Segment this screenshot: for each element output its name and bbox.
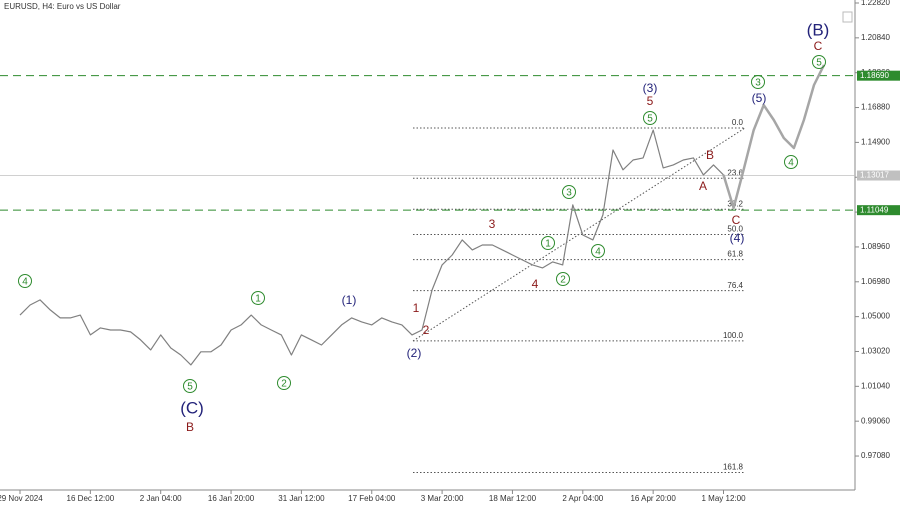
y-tick-label: 1.14900: [861, 137, 890, 146]
wave-circle: [251, 291, 265, 305]
wave-label: 1: [413, 301, 420, 315]
price-tag-label: 1.13017: [860, 171, 889, 180]
wave-label: (4): [730, 231, 745, 245]
forecast-line: [722, 64, 826, 210]
y-tick-label: 1.03020: [861, 347, 890, 356]
wave-label: (1): [342, 293, 357, 307]
wave-label: 4: [22, 277, 28, 288]
wave-circle: [556, 272, 570, 286]
y-tick-label: 1.05000: [861, 312, 890, 321]
y-tick-label: 0.99060: [861, 416, 890, 425]
wave-label: C: [732, 213, 741, 227]
y-tick-label: 1.16880: [861, 103, 890, 112]
fib-label: 61.8: [727, 250, 743, 259]
wave-label: 4: [788, 158, 794, 169]
fib-label: 0.0: [732, 118, 744, 127]
wave-label: (C): [180, 398, 204, 417]
fib-label: 161.8: [723, 463, 744, 472]
y-tick-label: 1.20840: [861, 33, 890, 42]
y-tick-label: 0.97080: [861, 451, 890, 460]
y-tick-label: 1.06980: [861, 277, 890, 286]
x-tick-label: 3 Mar 20:00: [421, 494, 464, 503]
x-tick-label: 1 May 12:00: [701, 494, 746, 503]
wave-label: B: [186, 420, 194, 434]
wave-circle: [643, 111, 657, 125]
x-tick-label: 17 Feb 04:00: [348, 494, 396, 503]
wave-label: 5: [647, 94, 654, 108]
wave-label: (5): [752, 91, 767, 105]
price-tag-label: 1.11049: [860, 205, 889, 214]
wave-label: 2: [560, 275, 566, 286]
wave-circle: [277, 376, 291, 390]
wave-label: 3: [755, 78, 761, 89]
x-tick-label: 16 Apr 20:00: [630, 494, 676, 503]
wave-label: 2: [281, 379, 287, 390]
x-tick-label: 2 Apr 04:00: [562, 494, 603, 503]
x-tick-label: 2 Jan 04:00: [140, 494, 182, 503]
x-tick-label: 16 Dec 12:00: [67, 494, 115, 503]
wave-label: 5: [816, 58, 822, 69]
price-tag: [857, 205, 900, 216]
wave-label: B: [706, 148, 714, 162]
chart-title: EURUSD, H4: Euro vs US Dollar: [4, 2, 121, 11]
wave-circle: [562, 185, 576, 199]
y-tick-label: 1.22820: [861, 0, 890, 7]
price-tag-label: 1.18690: [860, 71, 889, 80]
fib-label: 50.0: [727, 225, 743, 234]
price-tag: [857, 70, 900, 81]
fib-label: 23.6: [727, 168, 743, 177]
y-tick-label: 1.08960: [861, 242, 890, 251]
chart-icon: [842, 11, 853, 23]
x-tick-label: 18 Mar 12:00: [489, 494, 537, 503]
wave-circle: [541, 236, 555, 250]
wave-label: 5: [187, 382, 193, 393]
wave-label: (B): [807, 20, 830, 39]
x-tick-label: 31 Jan 12:00: [278, 494, 325, 503]
wave-circle: [812, 55, 826, 69]
y-tick-label: 1.01040: [861, 381, 890, 390]
wave-label: C: [814, 39, 823, 53]
wave-label: (3): [643, 81, 658, 95]
wave-circle: [18, 274, 32, 288]
price-line-series: [19, 129, 724, 366]
wave-label: 4: [532, 277, 539, 291]
wave-label: 1: [255, 294, 261, 305]
wave-label: 4: [595, 247, 601, 258]
fib-label: 76.4: [727, 281, 743, 290]
wave-label: 3: [566, 188, 572, 199]
wave-circle: [784, 155, 798, 169]
x-tick-label: 16 Jan 20:00: [208, 494, 255, 503]
wave-label: 5: [647, 114, 653, 125]
wave-label: 1: [545, 239, 551, 250]
fib-label: 100.0: [723, 331, 744, 340]
wave-label: 3: [489, 217, 496, 231]
wave-label: 2: [423, 323, 430, 337]
price-tag: [857, 170, 900, 181]
wave-circle: [183, 379, 197, 393]
wave-label: (2): [407, 346, 422, 360]
wave-circle: [591, 244, 605, 258]
wave-circle: [751, 75, 765, 89]
x-tick-label: 29 Nov 2024: [0, 494, 43, 503]
wave-label: A: [699, 179, 707, 193]
